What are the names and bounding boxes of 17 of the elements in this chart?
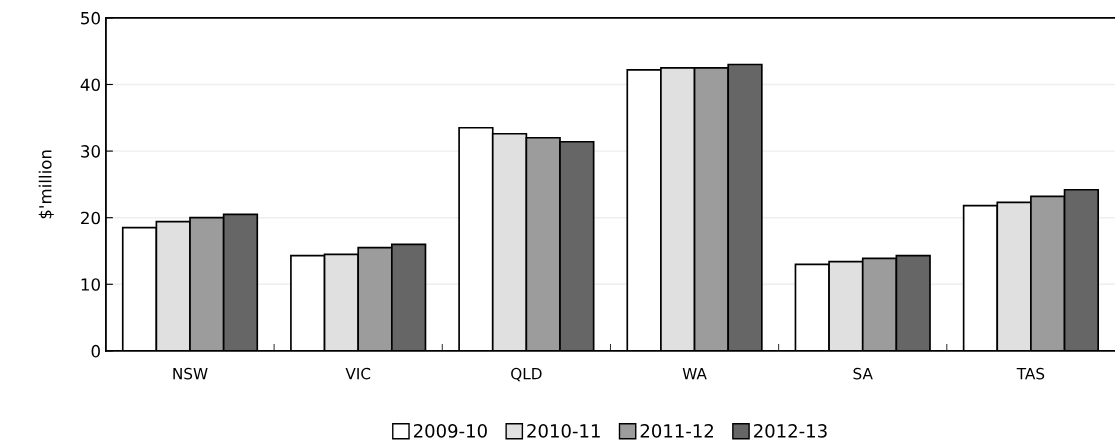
x-tick-label: NSW [173, 367, 208, 380]
y-tick-label: 20 [81, 211, 100, 225]
y-tick-label: 10 [81, 278, 100, 291]
legend-label: 2009-10 [413, 424, 487, 438]
legend-label: 2010-11 [527, 424, 600, 438]
y-tick-label: 30 [81, 145, 100, 158]
x-tick-label: QLD [511, 367, 542, 382]
legend-label: 2011-12 [640, 424, 713, 438]
x-tick-label: TAS [1016, 367, 1045, 380]
x-tick-label: VIC [345, 367, 371, 380]
y-tick-label: 0 [91, 344, 100, 358]
y-tick-label: 40 [80, 78, 100, 92]
x-tick-label: SA [853, 367, 873, 380]
legend-label: 2012-13 [754, 424, 827, 438]
x-tick-label: WA [682, 368, 707, 380]
y-axis-title: $'million [38, 150, 54, 219]
y-tick-label: 50 [81, 11, 100, 25]
